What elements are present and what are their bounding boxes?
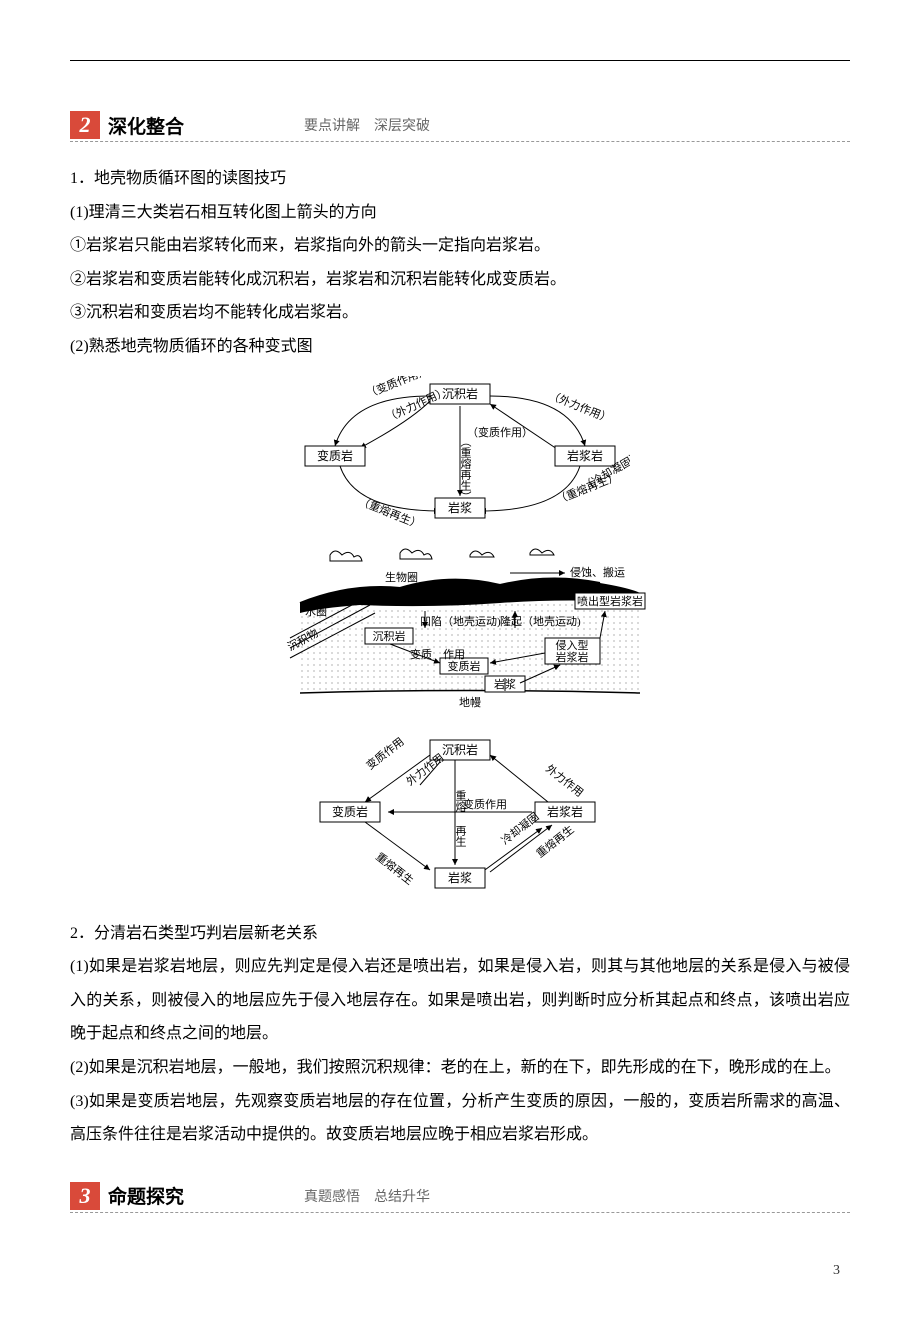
svg-text:地幔: 地幔 [459, 696, 481, 709]
svg-text:凹陷（地壳运动): 凹陷（地壳运动) [420, 614, 501, 628]
section-header-2: 2 深化整合 要点讲解 深层突破 [70, 111, 850, 142]
svg-text:喷出型岩浆岩: 喷出型岩浆岩 [577, 594, 643, 608]
svg-text:变质岩: 变质岩 [317, 448, 353, 463]
para-8: (3)如果是变质岩地层，先观察变质岩地层的存在位置，分析产生变质的原因，一般的，… [70, 1085, 850, 1152]
svg-text:沉积岩: 沉积岩 [373, 629, 406, 643]
svg-text:隆起（地壳运动): 隆起（地壳运动) [500, 614, 581, 628]
svg-text:（变质作用）: （变质作用） [467, 425, 533, 439]
svg-text:变质岩: 变质岩 [332, 804, 368, 819]
section-header-3: 3 命题探究 真题感悟 总结升华 [70, 1182, 850, 1213]
svg-text:变质 作用: 变质 作用 [410, 647, 465, 661]
svg-text:重熔: 重熔 [454, 788, 467, 812]
svg-text:侵入型: 侵入型 [556, 638, 589, 652]
para-5: (2)熟悉地壳物质循环的各种变式图 [70, 330, 850, 364]
diagram-cross-section: 地幔 生物圈 水圈 沉积物 侵蚀、搬运 喷出型岩浆岩 沉积岩 凹陷（地壳运动) … [70, 543, 850, 718]
page-container: 2 深化整合 要点讲解 深层突破 1．地壳物质循环图的读图技巧 (1)理清三大类… [70, 0, 850, 1319]
body-block-1: 1．地壳物质循环图的读图技巧 (1)理清三大类岩石相互转化图上箭头的方向 ①岩浆… [70, 162, 850, 364]
svg-text:岩浆岩: 岩浆岩 [567, 448, 603, 463]
svg-text:岩浆岩: 岩浆岩 [547, 804, 583, 819]
svg-text:岩浆岩: 岩浆岩 [556, 650, 589, 664]
para-6: (1)如果是岩浆岩地层，则应先判定是侵入岩还是喷出岩，如果是侵入岩，则其与其他地… [70, 950, 850, 1051]
diagram-cycle-oval: 沉积岩 变质岩 岩浆岩 岩浆 （变质作用） （外力作用） （外力作用） （变质作… [70, 376, 850, 531]
header-rule [70, 60, 850, 61]
section-number-badge: 3 [70, 1182, 100, 1210]
para-3: ②岩浆岩和变质岩能转化成沉积岩，岩浆岩和沉积岩能转化成变质岩。 [70, 263, 850, 297]
svg-text:（外力作用）: （外力作用） [384, 385, 449, 425]
para-7: (2)如果是沉积岩地层，一般地，我们按照沉积规律：老的在上，新的在下，即先形成的… [70, 1051, 850, 1085]
section-number-badge: 2 [70, 111, 100, 139]
para-1: (1)理清三大类岩石相互转化图上箭头的方向 [70, 196, 850, 230]
svg-text:变质作用: 变质作用 [363, 734, 406, 772]
svg-text:（外力作用）: （外力作用） [547, 388, 613, 425]
svg-text:外力作用: 外力作用 [543, 762, 586, 799]
svg-text:岩浆: 岩浆 [448, 500, 472, 515]
section-title: 深化整合 [108, 112, 184, 139]
section-subtitle: 真题感悟 总结升华 [304, 1186, 430, 1206]
section-subtitle: 要点讲解 深层突破 [304, 115, 430, 135]
svg-text:沉积岩: 沉积岩 [442, 742, 478, 757]
para-2: ①岩浆岩只能由岩浆转化而来，岩浆指向外的箭头一定指向岩浆岩。 [70, 229, 850, 263]
heading-1: 1．地壳物质循环图的读图技巧 [70, 162, 850, 196]
svg-text:冷却凝固: 冷却凝固 [498, 809, 541, 847]
svg-text:再生: 再生 [454, 825, 467, 847]
svg-text:（重熔再生）: （重熔再生） [459, 436, 472, 502]
svg-text:变质作用: 变质作用 [463, 797, 507, 811]
body-block-2: 2．分清岩石类型巧判岩层新老关系 (1)如果是岩浆岩地层，则应先判定是侵入岩还是… [70, 917, 850, 1152]
svg-text:岩浆: 岩浆 [448, 870, 472, 885]
svg-text:变质岩: 变质岩 [448, 659, 481, 673]
svg-text:水圈: 水圈 [305, 605, 327, 618]
section-title: 命题探究 [108, 1182, 184, 1209]
svg-text:重熔再生: 重熔再生 [533, 822, 576, 860]
diagram-cycle-diamond: 沉积岩 变质岩 岩浆岩 岩浆 变质作用 外力作用 外力作用 变质作用 重熔 再生… [70, 730, 850, 905]
svg-text:侵蚀、搬运: 侵蚀、搬运 [570, 565, 625, 579]
para-4: ③沉积岩和变质岩均不能转化成岩浆岩。 [70, 296, 850, 330]
page-number: 3 [70, 1263, 850, 1279]
svg-text:生物圈: 生物圈 [385, 570, 418, 584]
heading-2: 2．分清岩石类型巧判岩层新老关系 [70, 917, 850, 951]
